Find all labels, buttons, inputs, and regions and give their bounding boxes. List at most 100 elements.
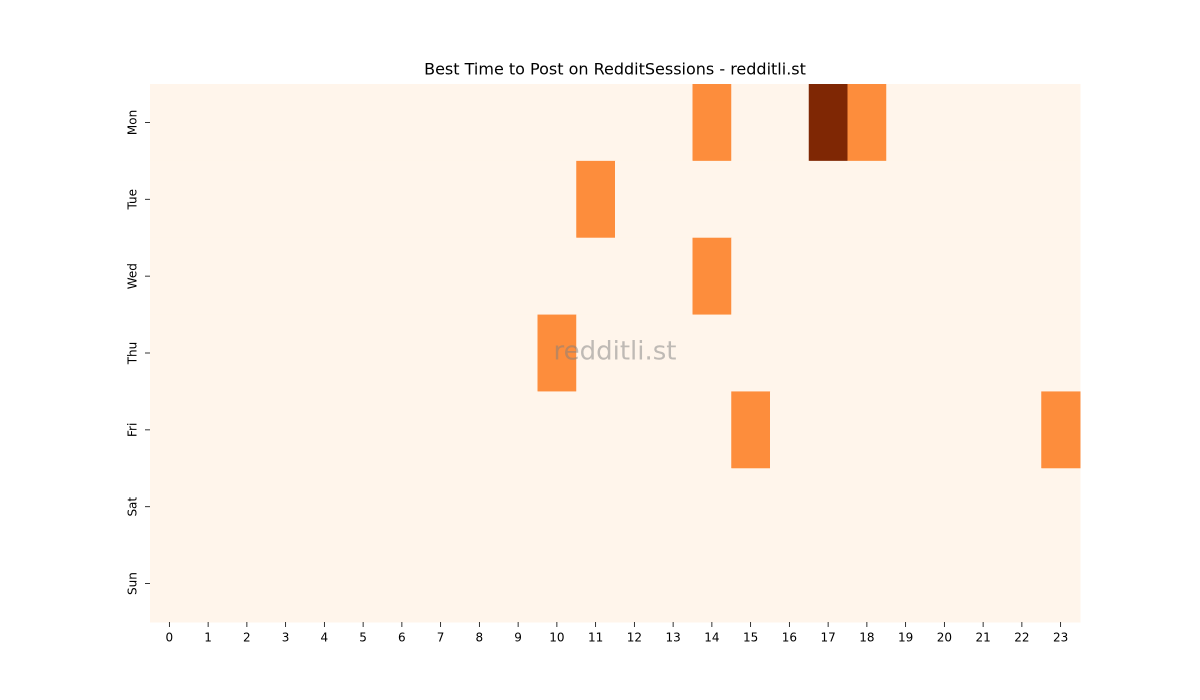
heatmap-cell	[847, 84, 887, 162]
heatmap-cell	[653, 545, 693, 623]
heatmap-cell	[305, 391, 345, 469]
heatmap-cell	[266, 468, 306, 546]
heatmap-cell	[1002, 391, 1042, 469]
heatmap-cell	[421, 314, 461, 392]
heatmap-cell	[963, 391, 1003, 469]
heatmap-cell	[692, 468, 732, 546]
heatmap-cell	[537, 84, 577, 162]
heatmap-cell	[1002, 160, 1042, 239]
heatmap-cell	[537, 391, 577, 469]
heatmap-cell	[460, 84, 500, 162]
heatmap-cell	[188, 545, 228, 623]
y-tick-label: Wed	[126, 263, 140, 289]
heatmap-cell	[266, 160, 306, 239]
heatmap-cell	[963, 237, 1003, 316]
heatmap-cell	[731, 391, 771, 469]
heatmap-cell	[731, 468, 771, 546]
heatmap-cell	[498, 84, 538, 162]
heatmap-cell	[692, 391, 732, 469]
heatmap-cell	[150, 391, 190, 469]
heatmap-cell	[963, 84, 1003, 162]
heatmap-cell	[576, 237, 616, 316]
y-tick-label: Sun	[126, 572, 140, 595]
heatmap-cell	[537, 237, 577, 316]
heatmap-cell	[227, 545, 267, 623]
heatmap-cell	[1041, 237, 1081, 316]
x-tick-label: 10	[549, 631, 564, 645]
heatmap-cell	[382, 237, 422, 316]
heatmap-cell	[150, 160, 190, 239]
heatmap-cell	[731, 237, 771, 316]
heatmap-cell	[963, 468, 1003, 546]
heatmap-cell	[847, 237, 887, 316]
x-tick-label: 0	[166, 631, 174, 645]
heatmap-cell	[537, 314, 577, 392]
x-tick-label: 17	[820, 631, 835, 645]
heatmap-cell	[150, 237, 190, 316]
heatmap-cell	[1002, 237, 1042, 316]
heatmap-cell	[266, 314, 306, 392]
heatmap-cell	[382, 160, 422, 239]
heatmap-cell	[227, 160, 267, 239]
x-tick-label: 4	[321, 631, 329, 645]
heatmap-cell	[498, 237, 538, 316]
heatmap-cell	[576, 545, 616, 623]
heatmap-cell	[305, 314, 345, 392]
x-tick-label: 13	[665, 631, 680, 645]
heatmap-cell	[847, 468, 887, 546]
heatmap-cell	[227, 391, 267, 469]
heatmap-cell	[1041, 314, 1081, 392]
heatmap-cell	[421, 160, 461, 239]
heatmap-cell	[615, 545, 655, 623]
heatmap-cell	[653, 84, 693, 162]
heatmap-cell	[343, 545, 383, 623]
heatmap-cell	[537, 160, 577, 239]
x-tick-label: 22	[1014, 631, 1029, 645]
heatmap-cell	[498, 314, 538, 392]
heatmap-cell	[808, 84, 848, 162]
heatmap-cell	[421, 545, 461, 623]
heatmap-cell	[266, 84, 306, 162]
heatmap-cell	[847, 545, 887, 623]
heatmap-cell	[460, 237, 500, 316]
x-tick-label: 16	[782, 631, 797, 645]
heatmap-cell	[460, 160, 500, 239]
heatmap-cell	[576, 160, 616, 239]
x-tick-label: 12	[627, 631, 642, 645]
heatmap-cell	[1041, 545, 1081, 623]
x-tick-label: 18	[859, 631, 874, 645]
heatmap-cell	[305, 468, 345, 546]
heatmap-cell	[770, 160, 810, 239]
heatmap-cell	[421, 237, 461, 316]
heatmap-cell	[692, 545, 732, 623]
heatmap-cell	[808, 545, 848, 623]
heatmap-cell	[343, 160, 383, 239]
heatmap-cell	[266, 237, 306, 316]
heatmap-cell	[343, 237, 383, 316]
heatmap-cell	[731, 545, 771, 623]
heatmap-cell	[925, 160, 965, 239]
heatmap-cell	[615, 468, 655, 546]
y-tick-label: Tue	[126, 189, 140, 211]
heatmap-cell	[305, 237, 345, 316]
heatmap-cell	[731, 84, 771, 162]
heatmap-cell	[808, 160, 848, 239]
heatmap-cell	[847, 391, 887, 469]
heatmap-cell	[925, 84, 965, 162]
heatmap-cell	[150, 84, 190, 162]
heatmap-cell	[460, 545, 500, 623]
chart-title: Best Time to Post on RedditSessions - re…	[424, 60, 806, 79]
y-tick-label: Mon	[126, 110, 140, 135]
heatmap-cell	[963, 160, 1003, 239]
heatmap-cell	[537, 545, 577, 623]
heatmap-cell	[266, 545, 306, 623]
heatmap-cell	[421, 468, 461, 546]
heatmap-cell	[615, 314, 655, 392]
heatmap-cell	[343, 314, 383, 392]
heatmap-cell	[188, 314, 228, 392]
heatmap-cell	[343, 391, 383, 469]
heatmap-cell	[576, 84, 616, 162]
heatmap-cell	[615, 84, 655, 162]
heatmap-cell	[808, 314, 848, 392]
